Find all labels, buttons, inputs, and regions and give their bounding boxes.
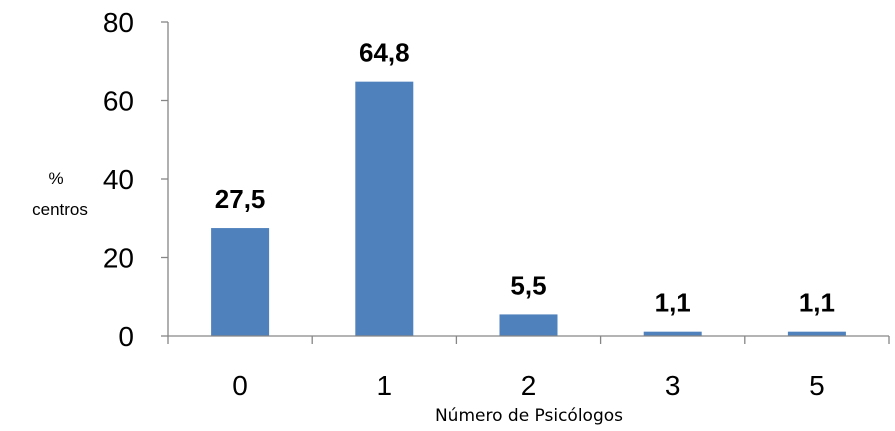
- y-tick-label: 0: [118, 321, 134, 352]
- x-axis-ticks: [167, 336, 890, 344]
- data-label-3: 1,1: [655, 288, 691, 318]
- bar-1: [355, 81, 414, 336]
- y-axis-label-line1: %: [48, 169, 63, 188]
- data-labels: 27,5 64,8 5,5 1,1 1,1: [215, 38, 835, 318]
- x-tick-label-0: 0: [232, 370, 248, 401]
- y-axis-label-line2: centros: [32, 200, 88, 219]
- bar-5: [787, 331, 846, 336]
- y-tick-label: 20: [103, 243, 134, 274]
- y-axis-ticks: [161, 21, 168, 337]
- bar-0: [211, 228, 270, 336]
- data-label-0: 27,5: [215, 184, 266, 214]
- bar-2: [499, 314, 558, 336]
- x-tick-label-3: 3: [665, 370, 681, 401]
- x-tick-label-5: 5: [809, 370, 825, 401]
- bar-3: [643, 331, 702, 336]
- x-tick-label-1: 1: [377, 370, 393, 401]
- data-label-2: 5,5: [510, 270, 546, 300]
- x-tick-labels: 0 1 2 3 5: [232, 370, 824, 401]
- y-tick-label: 80: [103, 7, 134, 38]
- y-tick-label: 60: [103, 86, 134, 117]
- data-label-5: 1,1: [799, 288, 835, 318]
- bars: [211, 81, 846, 336]
- x-tick-label-2: 2: [521, 370, 537, 401]
- data-label-1: 64,8: [359, 38, 410, 68]
- y-tick-labels: 0 20 40 60 80: [103, 7, 134, 352]
- x-axis-label: Número de Psicólogos: [435, 406, 623, 426]
- y-tick-label: 40: [103, 164, 134, 195]
